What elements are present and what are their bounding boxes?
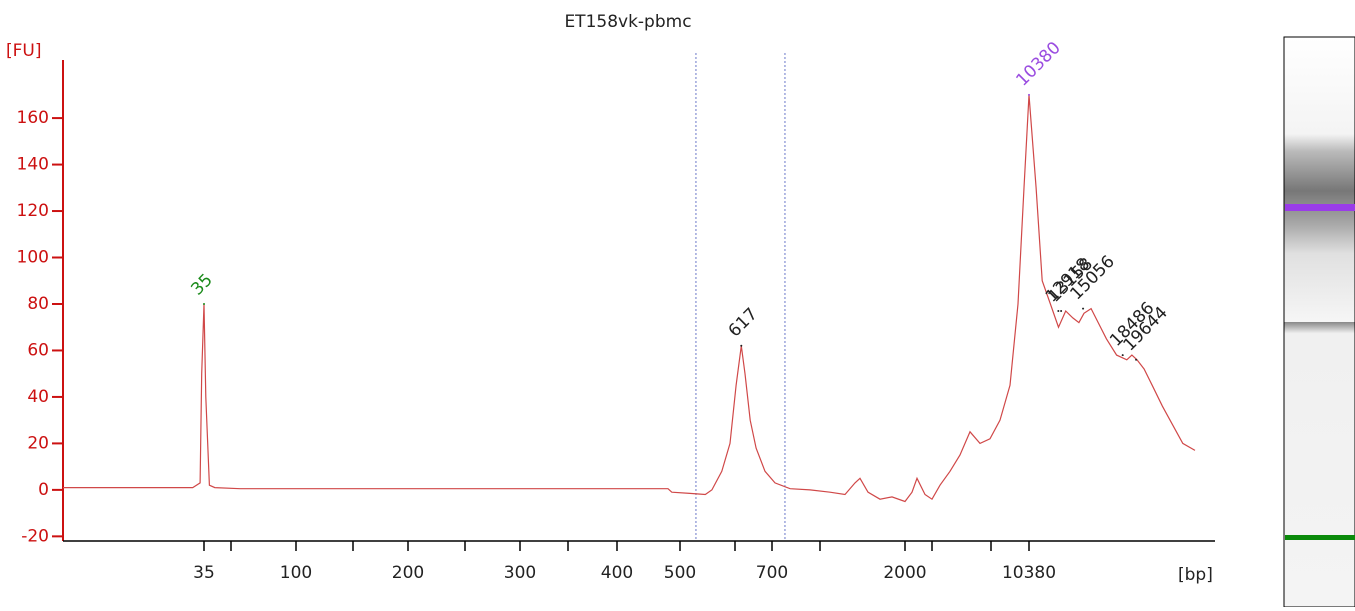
- peak-point: [1028, 93, 1030, 96]
- peak-label: 35: [187, 270, 216, 299]
- chart-title: ET158vk-pbmc: [564, 12, 691, 32]
- x-tick-label: 200: [392, 563, 424, 583]
- y-tick-label: 120: [17, 201, 49, 221]
- gel-lane: [1283, 36, 1355, 608]
- y-tick-label: -20: [21, 526, 49, 546]
- x-tick-label: 300: [504, 563, 536, 583]
- upper-marker-band: [1285, 204, 1355, 211]
- y-tick-label: 40: [27, 387, 49, 407]
- peak-point: [740, 344, 743, 347]
- y-tick-label: 80: [27, 294, 49, 314]
- x-tick-label: 2000: [883, 563, 926, 583]
- y-axis-label: [FU]: [6, 41, 42, 61]
- peak-point: [1060, 309, 1063, 312]
- x-tick-label: 400: [601, 563, 633, 583]
- peak-point: [1121, 354, 1124, 357]
- peak-label: 10380: [1012, 38, 1064, 90]
- y-tick-label: 100: [17, 248, 49, 268]
- peak-point: [1057, 309, 1060, 312]
- y-tick-label: 60: [27, 340, 49, 360]
- y-tick-label: 140: [17, 155, 49, 175]
- x-tick-label: 10380: [1002, 563, 1056, 583]
- peak-point: [1082, 307, 1085, 310]
- x-tick-label: 700: [756, 563, 788, 583]
- lower-marker-band: [1285, 535, 1355, 540]
- y-tick-label: 160: [17, 108, 49, 128]
- x-tick-label: 35: [193, 563, 215, 583]
- y-tick-label: 20: [27, 433, 49, 453]
- y-tick-label: 0: [38, 480, 49, 500]
- peak-point: [203, 302, 205, 305]
- x-tick-label: 500: [664, 563, 696, 583]
- trace: [63, 94, 1196, 503]
- peak-point: [1135, 358, 1138, 361]
- gel-lane-frame: [1283, 36, 1355, 608]
- x-axis-label: [bp]: [1178, 565, 1213, 585]
- x-tick-label: 100: [280, 563, 312, 583]
- plot-area: -20 0 20 40 60 80 100 120 140 160 35 100 200 300 400 50…: [17, 38, 1215, 583]
- peak-label: 617: [725, 304, 762, 341]
